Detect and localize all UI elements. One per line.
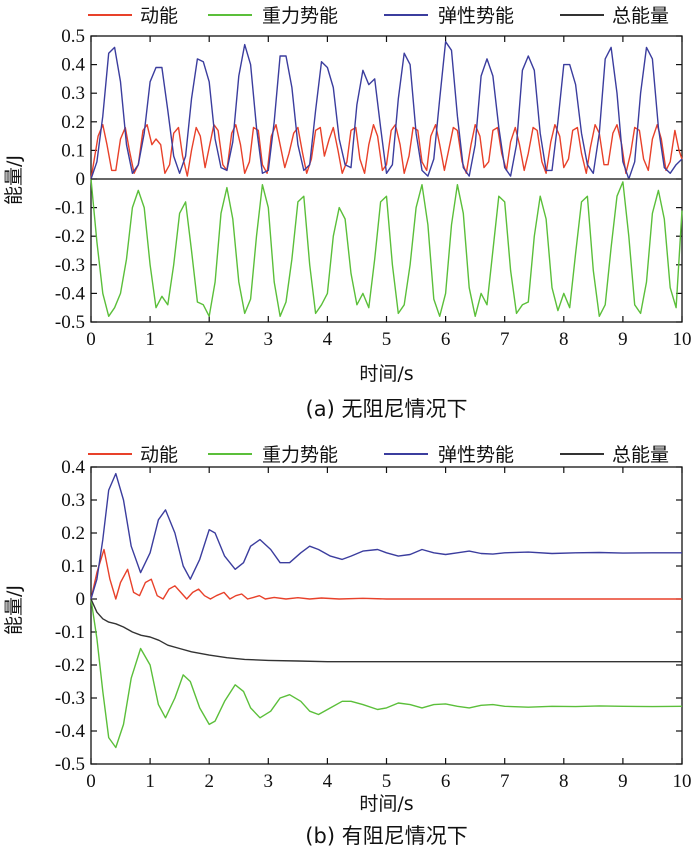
y-tick-label: -0.2 bbox=[55, 655, 85, 676]
series-line-gravity bbox=[90, 178, 683, 317]
x-tick-label: 8 bbox=[559, 771, 569, 792]
legend-label: 重力势能 bbox=[262, 444, 338, 466]
y-tick-label: 0 bbox=[76, 589, 86, 610]
x-tick-label: 2 bbox=[204, 329, 214, 350]
legend-label: 弹性势能 bbox=[438, 5, 514, 27]
y-tick-label: -0.1 bbox=[55, 198, 85, 219]
series-line-kinetic bbox=[90, 548, 682, 600]
panel-caption: (b) 有阻尼情况下 bbox=[305, 824, 467, 848]
y-tick-label: -0.1 bbox=[55, 622, 85, 643]
y-tick-label: 0.1 bbox=[61, 556, 85, 577]
legend: 动能 重力势能 弹性势能 总能量 bbox=[88, 5, 669, 27]
x-tick-label: 0 bbox=[86, 771, 96, 792]
y-axis-label: 能量/J bbox=[3, 585, 25, 635]
x-tick-label: 5 bbox=[382, 771, 392, 792]
y-tick-label: 0.2 bbox=[61, 523, 85, 544]
x-tick-label: 10 bbox=[673, 329, 692, 350]
x-tick-label: 3 bbox=[264, 771, 274, 792]
series-line-total bbox=[90, 598, 682, 663]
x-tick-label: 5 bbox=[382, 329, 392, 350]
x-axis-label: 时间/s bbox=[359, 793, 413, 815]
x-tick-label: 3 bbox=[264, 329, 274, 350]
y-tick-label: -0.2 bbox=[55, 226, 85, 247]
x-tick-label: 4 bbox=[323, 771, 333, 792]
x-tick-label: 6 bbox=[441, 771, 451, 792]
y-tick-label: 0.5 bbox=[61, 26, 85, 47]
legend-label: 总能量 bbox=[612, 5, 669, 27]
y-tick-label: -0.4 bbox=[55, 721, 86, 742]
x-tick-label: 9 bbox=[618, 329, 628, 350]
legend-label: 总能量 bbox=[612, 444, 669, 466]
y-tick-label: -0.4 bbox=[55, 283, 86, 304]
x-tick-label: 1 bbox=[145, 329, 155, 350]
series-line-gravity bbox=[90, 598, 683, 749]
legend: 动能 重力势能 弹性势能 总能量 bbox=[88, 444, 669, 466]
y-tick-label: 0.3 bbox=[61, 83, 85, 104]
x-tick-label: 4 bbox=[323, 329, 333, 350]
legend-label: 弹性势能 bbox=[438, 444, 514, 466]
x-tick-label: 2 bbox=[204, 771, 214, 792]
y-tick-label: 0.2 bbox=[61, 112, 85, 133]
y-axis-label: 能量/J bbox=[3, 155, 25, 205]
chart-panel-b: 0.40.30.20.10-0.1-0.2-0.3-0.4-0.50 1 2 3 4 5 6… bbox=[3, 444, 692, 848]
x-tick-label: 8 bbox=[559, 329, 569, 350]
y-tick-label: -0.3 bbox=[55, 255, 85, 276]
series-line-elastic bbox=[90, 472, 682, 600]
x-tick-label: 7 bbox=[500, 329, 510, 350]
x-tick-label: 9 bbox=[618, 771, 628, 792]
x-tick-label: 10 bbox=[673, 771, 692, 792]
x-axis-label: 时间/s bbox=[359, 363, 413, 385]
y-tick-label: 0.4 bbox=[61, 55, 85, 76]
series-line-elastic bbox=[90, 41, 683, 180]
legend-label: 动能 bbox=[140, 5, 178, 27]
x-tick-label: 7 bbox=[500, 771, 510, 792]
y-tick-label: 0.4 bbox=[61, 457, 85, 478]
chart-panel-a: 0.50.40.30.20.10-0.1-0.2-0.3-0.4-0.50 1 2 3… bbox=[3, 5, 692, 421]
y-tick-label: -0.5 bbox=[55, 312, 85, 333]
y-tick-label: -0.5 bbox=[55, 754, 85, 775]
y-tick-label: 0 bbox=[76, 169, 86, 190]
y-tick-label: 0.1 bbox=[61, 140, 85, 161]
y-tick-label: 0.3 bbox=[61, 490, 85, 511]
x-tick-label: 0 bbox=[86, 329, 96, 350]
legend-label: 重力势能 bbox=[262, 5, 338, 27]
legend-label: 动能 bbox=[140, 444, 178, 466]
plot-frame bbox=[90, 466, 683, 765]
series-line-kinetic bbox=[90, 123, 683, 180]
x-tick-label: 6 bbox=[441, 329, 451, 350]
y-tick-label: -0.3 bbox=[55, 688, 85, 709]
x-tick-label: 1 bbox=[145, 771, 155, 792]
panel-caption: (a) 无阻尼情况下 bbox=[306, 397, 468, 421]
